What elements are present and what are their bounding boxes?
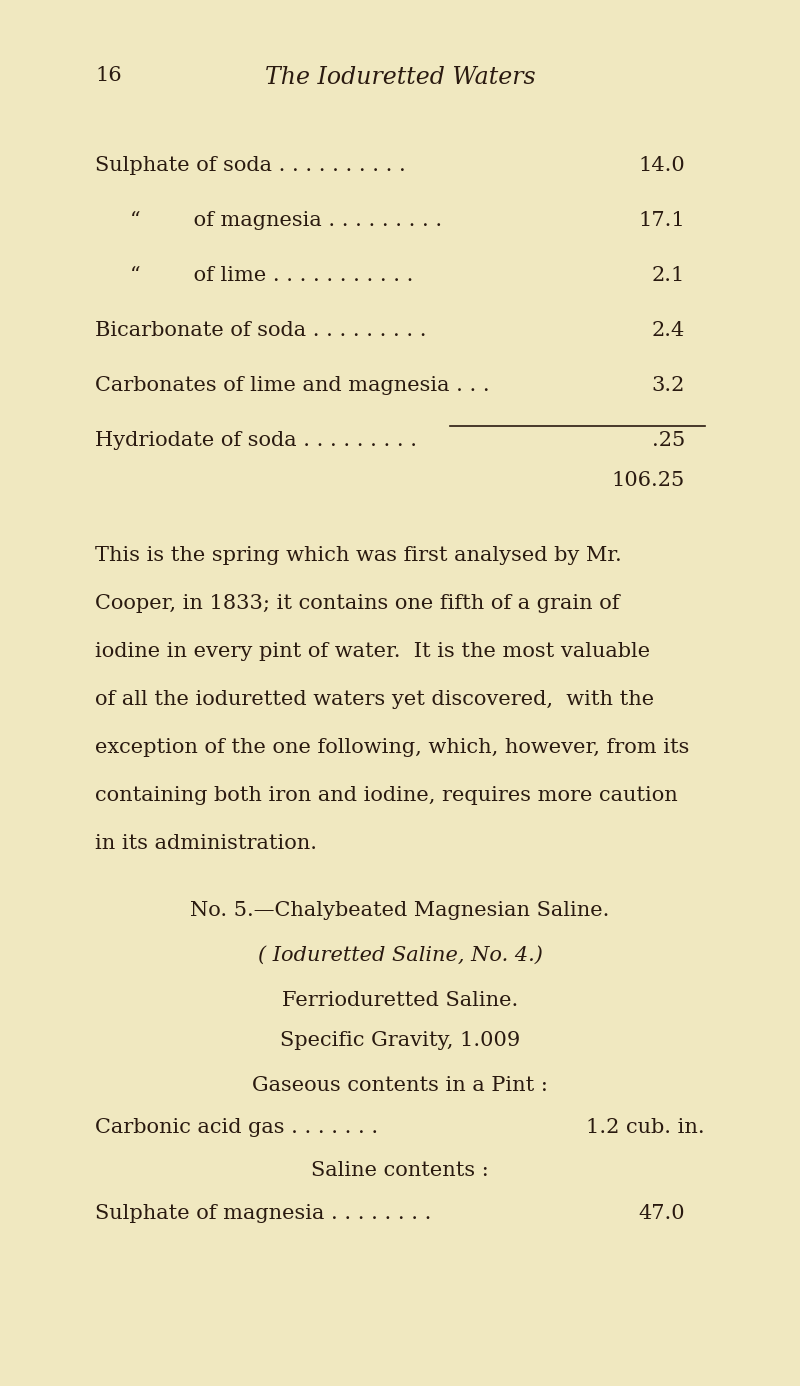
Text: No. 5.—Chalybeated Magnesian Saline.: No. 5.—Chalybeated Magnesian Saline. — [190, 901, 610, 920]
Text: 17.1: 17.1 — [638, 211, 685, 230]
Text: 1.2 cub. in.: 1.2 cub. in. — [586, 1119, 705, 1137]
Text: “        of magnesia . . . . . . . . .: “ of magnesia . . . . . . . . . — [130, 211, 442, 230]
Text: Specific Gravity, 1.009: Specific Gravity, 1.009 — [280, 1031, 520, 1051]
Text: Carbonates of lime and magnesia . . .: Carbonates of lime and magnesia . . . — [95, 376, 490, 395]
Text: in its administration.: in its administration. — [95, 834, 317, 852]
Text: Sulphate of soda . . . . . . . . . .: Sulphate of soda . . . . . . . . . . — [95, 157, 406, 175]
Text: Ferrioduretted Saline.: Ferrioduretted Saline. — [282, 991, 518, 1010]
Text: containing both iron and iodine, requires more caution: containing both iron and iodine, require… — [95, 786, 678, 805]
Text: 3.2: 3.2 — [652, 376, 685, 395]
Text: 16: 16 — [95, 67, 122, 85]
Text: exception of the one following, which, however, from its: exception of the one following, which, h… — [95, 737, 690, 757]
Text: 14.0: 14.0 — [638, 157, 685, 175]
Text: 2.4: 2.4 — [652, 322, 685, 340]
Text: .25: .25 — [652, 431, 685, 450]
Text: 2.1: 2.1 — [652, 266, 685, 286]
Text: Cooper, in 1833; it contains one fifth of a grain of: Cooper, in 1833; it contains one fifth o… — [95, 595, 619, 613]
Text: Carbonic acid gas . . . . . . .: Carbonic acid gas . . . . . . . — [95, 1119, 378, 1137]
Text: 106.25: 106.25 — [612, 471, 685, 491]
Text: Sulphate of magnesia . . . . . . . .: Sulphate of magnesia . . . . . . . . — [95, 1204, 431, 1222]
Text: iodine in every pint of water.  It is the most valuable: iodine in every pint of water. It is the… — [95, 642, 650, 661]
Text: Saline contents :: Saline contents : — [311, 1161, 489, 1179]
Text: The Ioduretted Waters: The Ioduretted Waters — [265, 67, 535, 89]
Text: Gaseous contents in a Pint :: Gaseous contents in a Pint : — [252, 1076, 548, 1095]
Text: 47.0: 47.0 — [638, 1204, 685, 1222]
Text: of all the ioduretted waters yet discovered,  with the: of all the ioduretted waters yet discove… — [95, 690, 654, 710]
Text: Bicarbonate of soda . . . . . . . . .: Bicarbonate of soda . . . . . . . . . — [95, 322, 426, 340]
Text: This is the spring which was first analysed by Mr.: This is the spring which was first analy… — [95, 546, 622, 565]
Text: ( Ioduretted Saline, No. 4.): ( Ioduretted Saline, No. 4.) — [258, 947, 542, 965]
Text: “        of lime . . . . . . . . . . .: “ of lime . . . . . . . . . . . — [130, 266, 414, 286]
Text: Hydriodate of soda . . . . . . . . .: Hydriodate of soda . . . . . . . . . — [95, 431, 417, 450]
